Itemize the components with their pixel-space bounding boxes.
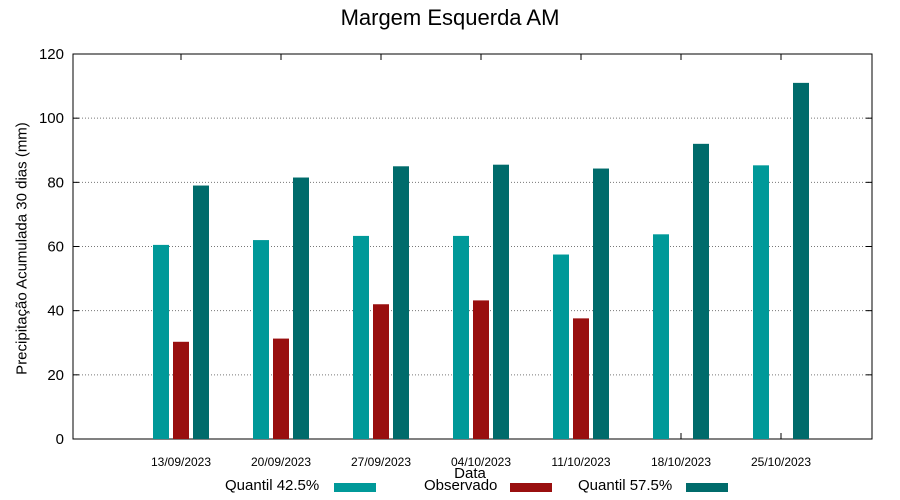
chart-title: Margem Esquerda AM bbox=[340, 5, 560, 30]
bar-quantil-42 bbox=[653, 234, 669, 439]
bar-quantil-42 bbox=[353, 235, 369, 439]
x-tick-label: 27/09/2023 bbox=[351, 455, 411, 469]
bar-observado bbox=[473, 300, 489, 439]
y-tick-label: 0 bbox=[56, 431, 64, 448]
bar-quantil-42 bbox=[153, 244, 169, 439]
legend-label-quantil-42: Quantil 42.5% bbox=[225, 477, 320, 494]
bar-quantil-42 bbox=[553, 254, 569, 439]
legend-label-observado: Observado bbox=[424, 477, 498, 494]
bar-quantil-57 bbox=[393, 166, 409, 439]
legend-swatch-quantil-42 bbox=[334, 483, 376, 492]
x-tick-label: 13/09/2023 bbox=[151, 455, 211, 469]
legend: Quantil 42.5% Observado Quantil 57.5% bbox=[0, 477, 900, 497]
x-tick-label: 25/10/2023 bbox=[751, 455, 811, 469]
x-tick-label: 04/10/2023 bbox=[451, 455, 511, 469]
y-tick-label: 100 bbox=[39, 110, 64, 127]
y-tick-label: 120 bbox=[39, 46, 64, 63]
x-tick-label: 18/10/2023 bbox=[651, 455, 711, 469]
y-tick-label: 20 bbox=[47, 367, 64, 384]
y-axis-label: Precipitação Acumulada 30 dias (mm) bbox=[13, 122, 31, 375]
bar-quantil-57 bbox=[193, 185, 209, 439]
bar-quantil-57 bbox=[793, 82, 809, 439]
bar-quantil-57 bbox=[493, 164, 509, 439]
legend-label-quantil-57: Quantil 57.5% bbox=[578, 477, 673, 494]
bar-quantil-42 bbox=[753, 165, 769, 439]
x-tick-label: 20/09/2023 bbox=[251, 455, 311, 469]
bar-observado bbox=[573, 318, 589, 439]
bar-quantil-42 bbox=[453, 235, 469, 439]
bar-quantil-57 bbox=[293, 177, 309, 440]
y-tick-label: 40 bbox=[47, 303, 64, 320]
x-axis-label: Data bbox=[454, 465, 486, 482]
bar-quantil-42 bbox=[253, 240, 269, 439]
bar-quantil-57 bbox=[593, 168, 609, 439]
legend-swatch-quantil-57 bbox=[686, 483, 728, 492]
y-tick-label: 60 bbox=[47, 239, 64, 256]
bar-observado bbox=[273, 338, 289, 439]
bar-observado bbox=[173, 341, 189, 439]
bar-observado bbox=[373, 304, 389, 439]
x-tick-label: 11/10/2023 bbox=[551, 455, 610, 469]
bar-quantil-57 bbox=[693, 143, 709, 440]
legend-swatch-observado bbox=[510, 483, 552, 492]
y-tick-label: 80 bbox=[47, 174, 64, 191]
